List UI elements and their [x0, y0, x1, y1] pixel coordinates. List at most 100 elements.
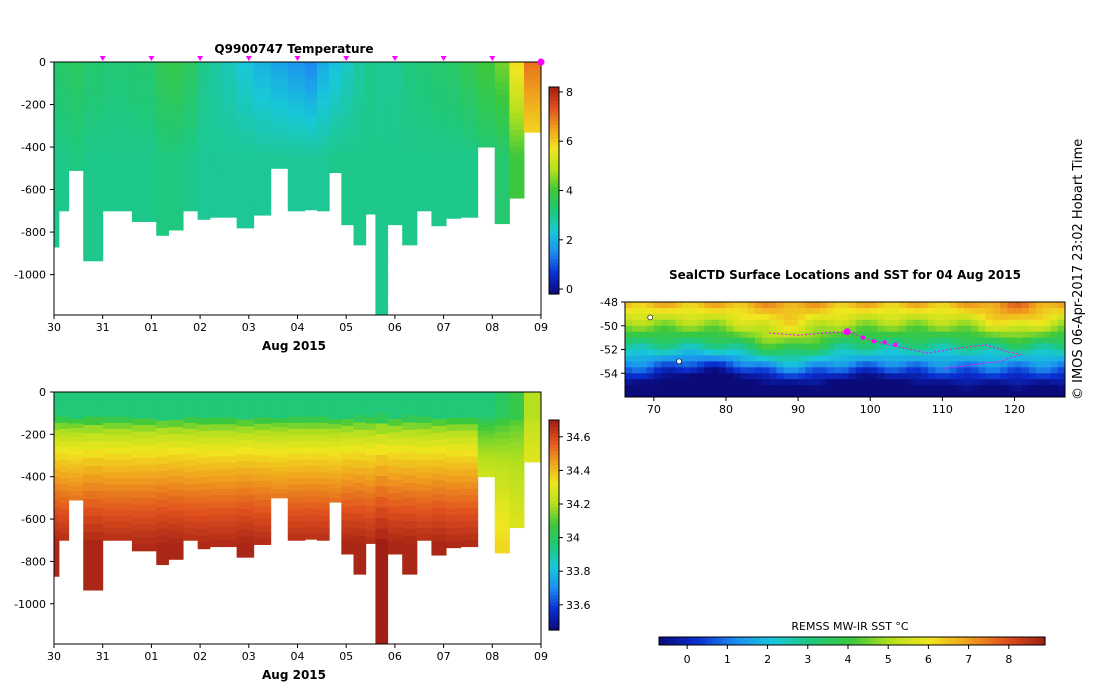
- temperature-section-cell: [460, 178, 479, 186]
- temperature-section-cell: [431, 198, 447, 206]
- salinity-colorbar-swatch: [549, 437, 559, 442]
- salinity-section-cell: [304, 465, 318, 473]
- sst-map-cell: [870, 325, 878, 333]
- sst-map-cell: [899, 331, 907, 339]
- sst-map-cell: [805, 361, 814, 368]
- salinity-section-cell: [494, 392, 510, 400]
- temperature-section-cell: [304, 80, 318, 88]
- sst-map-cell: [653, 302, 662, 309]
- salinity-colorbar-swatch: [549, 553, 559, 558]
- sst-map-cell: [740, 307, 749, 315]
- temperature-section-cell: [446, 120, 462, 128]
- salinity-section-cell: [168, 461, 184, 470]
- temperature-section-cell: [83, 119, 104, 129]
- salinity-section-cell: [387, 466, 403, 474]
- sst-map-cell: [1043, 331, 1052, 339]
- sst-map-cell: [798, 355, 806, 362]
- salinity-section-cell: [197, 535, 211, 543]
- salinity-section-cell: [287, 466, 306, 473]
- temperature-section-cell: [168, 124, 184, 133]
- temperature-section-cell: [494, 176, 510, 184]
- salinity-section-cell: [341, 513, 354, 521]
- salinity-section-cell: [222, 501, 238, 509]
- salinity-section-cell: [58, 472, 70, 479]
- temperature-y-ticks: 0-200-400-600-800-1000: [14, 56, 54, 282]
- salinity-section-cell: [304, 428, 318, 436]
- salinity-section-cell: [329, 447, 342, 453]
- temperature-section-cell: [102, 62, 133, 69]
- salinity-section-cell: [83, 466, 104, 475]
- temperature-section-cell: [402, 107, 418, 116]
- temperature-section-cell: [402, 130, 418, 139]
- temperature-section-cell: [222, 152, 238, 160]
- sst-map-cell: [841, 391, 850, 398]
- salinity-section-cell: [365, 442, 376, 450]
- sst-map-cell: [625, 313, 633, 321]
- profile-marker: [440, 56, 447, 61]
- salinity-section-cell: [253, 480, 272, 488]
- temperature-section-cell: [270, 163, 289, 169]
- salinity-section-cell: [209, 495, 223, 502]
- salinity-section-cell: [341, 392, 354, 400]
- sst-map-cell: [985, 307, 994, 315]
- salinity-colorbar-swatch: [549, 626, 559, 631]
- temperature-section-cell: [222, 165, 238, 173]
- temperature-profile-column: [83, 62, 104, 262]
- sst-map-cell: [740, 385, 749, 392]
- sst-map-cell: [646, 373, 655, 380]
- sst-colorbar-swatch: [876, 637, 882, 645]
- salinity-section-cell: [431, 548, 447, 556]
- salinity-panel: 30 31 01 02 03 04 05 06 07 08 09 0-200-400-600-800…: [14, 386, 590, 682]
- salinity-section-cell: [287, 527, 306, 535]
- salinity-section-cell: [287, 484, 306, 492]
- sst-map-cell: [834, 337, 842, 345]
- sst-map-cell: [1021, 313, 1030, 321]
- temperature-section-cell: [131, 128, 157, 136]
- sst-map-cell: [1028, 367, 1037, 374]
- temperature-section-cell: [156, 163, 169, 171]
- temperature-x-tick-label: 04: [291, 321, 305, 334]
- sst-map-cell: [1014, 313, 1023, 321]
- temperature-section-cell: [168, 208, 184, 217]
- salinity-section-cell: [353, 543, 367, 552]
- temperature-section-cell: [477, 76, 496, 81]
- salinity-section-cell: [431, 392, 447, 400]
- sst-map-cell: [661, 331, 669, 339]
- temperature-section-cell: [58, 117, 70, 125]
- sst-map-cell: [863, 319, 871, 327]
- temperature-y-tick-label: -200: [21, 99, 46, 112]
- temperature-section-cell: [270, 97, 289, 103]
- salinity-colorbar-swatch: [549, 623, 559, 628]
- salinity-colorbar-swatch: [549, 546, 559, 551]
- temperature-section-cell: [102, 198, 133, 206]
- salinity-section-cell: [183, 478, 199, 486]
- salinity-section-cell: [509, 420, 525, 427]
- sst-map-cell: [985, 302, 994, 309]
- salinity-section-cell: [83, 499, 104, 508]
- salinity-section-cell: [183, 404, 199, 412]
- sst-map-cell: [1050, 361, 1059, 368]
- salinity-section-cell: [183, 521, 199, 529]
- salinity-section-cell: [416, 466, 432, 473]
- sst-map-cell: [718, 361, 727, 368]
- temperature-section-cell: [460, 81, 479, 89]
- sst-colorbar-swatch: [991, 637, 998, 645]
- temperature-section-cell: [236, 144, 255, 153]
- temperature-section-cell: [477, 136, 496, 141]
- sst-map-cell: [812, 385, 821, 392]
- temperature-section-cell: [446, 140, 462, 148]
- temperature-section-cell: [460, 152, 479, 160]
- sst-map-cell: [668, 319, 676, 327]
- temperature-section-cell: [183, 111, 199, 119]
- salinity-section-cell: [341, 419, 354, 427]
- temperature-section-cell: [353, 107, 367, 116]
- sst-map-cell: [978, 355, 987, 362]
- temperature-section-cell: [287, 148, 306, 156]
- sst-map-cell: [747, 355, 756, 362]
- temperature-section-cell: [102, 148, 133, 156]
- temperature-section-cell: [270, 137, 289, 143]
- salinity-section-cell: [460, 462, 479, 470]
- temperature-section-cell: [304, 117, 318, 125]
- salinity-section-cell: [287, 429, 306, 436]
- sst-map-cell: [661, 307, 669, 315]
